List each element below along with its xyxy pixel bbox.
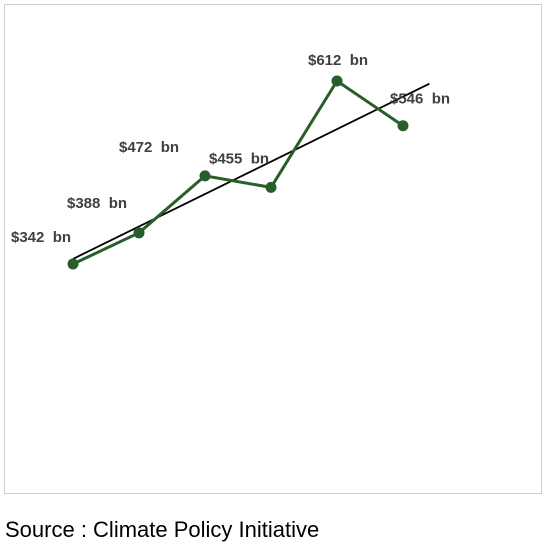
- series-layer: [67, 75, 409, 270]
- data-point-4: [265, 181, 277, 193]
- data-label-3: $472 bn: [119, 139, 179, 156]
- chart-frame: [4, 4, 542, 494]
- trendline: [72, 82, 430, 260]
- data-label-2: $388 bn: [67, 195, 127, 212]
- data-label-1: $342 bn: [11, 229, 71, 246]
- data-point-6: [397, 120, 409, 132]
- data-label-layer: $342 bn $388 bn $472 bn $455 bn $612 bn $546 …: [11, 52, 450, 246]
- data-label-6: $546 bn: [390, 91, 450, 108]
- data-point-5: [331, 75, 343, 87]
- series-line: [72, 79, 404, 266]
- data-point-1: [67, 258, 79, 270]
- data-point-2: [133, 227, 145, 239]
- data-label-5: $612 bn: [308, 52, 368, 69]
- source-note: Source : Climate Policy Initiative: [5, 517, 320, 542]
- trendline-layer: [72, 82, 430, 260]
- data-point-3: [199, 170, 211, 182]
- line-chart: $342 bn $388 bn $472 bn $455 bn $612 bn $546 …: [11, 52, 450, 270]
- data-label-4: $455 bn: [209, 150, 269, 167]
